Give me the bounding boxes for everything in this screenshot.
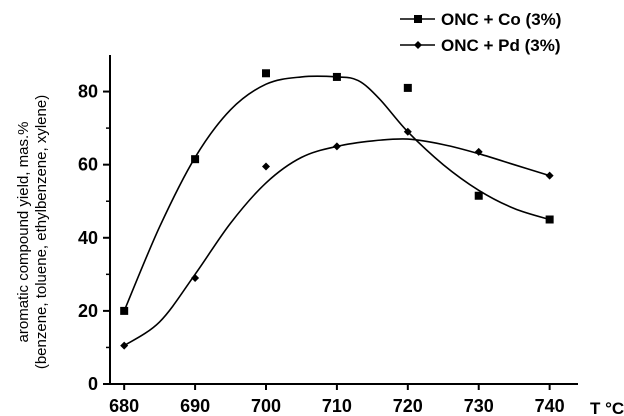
x-tick-label: 700 [251,396,281,416]
data-point-series-2 [545,171,554,180]
fit-curve-series-1 [123,75,550,312]
data-point-series-2 [474,147,483,156]
data-point-series-2 [403,127,412,136]
legend-label-pd: ONC + Pd (3%) [441,36,561,55]
x-tick-label: 740 [535,396,565,416]
data-point-series-1 [191,155,200,164]
data-point-series-1 [545,215,554,224]
data-point-series-1 [262,69,270,78]
axes [109,55,578,385]
data-point-series-1 [120,306,129,315]
data-point-series-1 [332,72,341,81]
legend: ONC + Co (3%) ONC + Pd (3%) [400,10,561,55]
y-axis-label-line1: aromatic compound yield, mas.% [15,122,32,343]
fit-curves [123,75,550,347]
legend-marker-co [414,15,422,23]
y-tick-label: 20 [78,301,98,321]
data-points [120,69,554,350]
y-tick-label: 40 [78,228,98,248]
data-point-series-1 [474,191,483,200]
x-tick-label: 730 [464,396,494,416]
x-tick-label: 690 [180,396,210,416]
data-point-series-2 [262,162,270,171]
data-point-series-2 [332,142,341,151]
y-tick-label: 60 [78,155,98,175]
y-tick-label: 80 [78,82,98,102]
y-axis-label-line2: (benzene, toluene, ethylbenzene, xylene) [33,95,50,369]
x-tick-label: 720 [393,396,423,416]
data-point-series-2 [120,341,129,350]
x-tick-label: 680 [109,396,139,416]
y-ticks: 0 20 40 60 80 [78,82,110,394]
legend-label-co: ONC + Co (3%) [441,10,561,29]
x-ticks: 680 690 700 710 720 730 740 [109,384,565,416]
x-axis-label: T °C [590,399,624,416]
data-point-series-2 [191,273,200,282]
y-tick-label: 0 [88,374,98,394]
x-tick-label: 710 [322,396,352,416]
data-point-series-1 [403,83,412,92]
legend-marker-pd [414,41,422,49]
